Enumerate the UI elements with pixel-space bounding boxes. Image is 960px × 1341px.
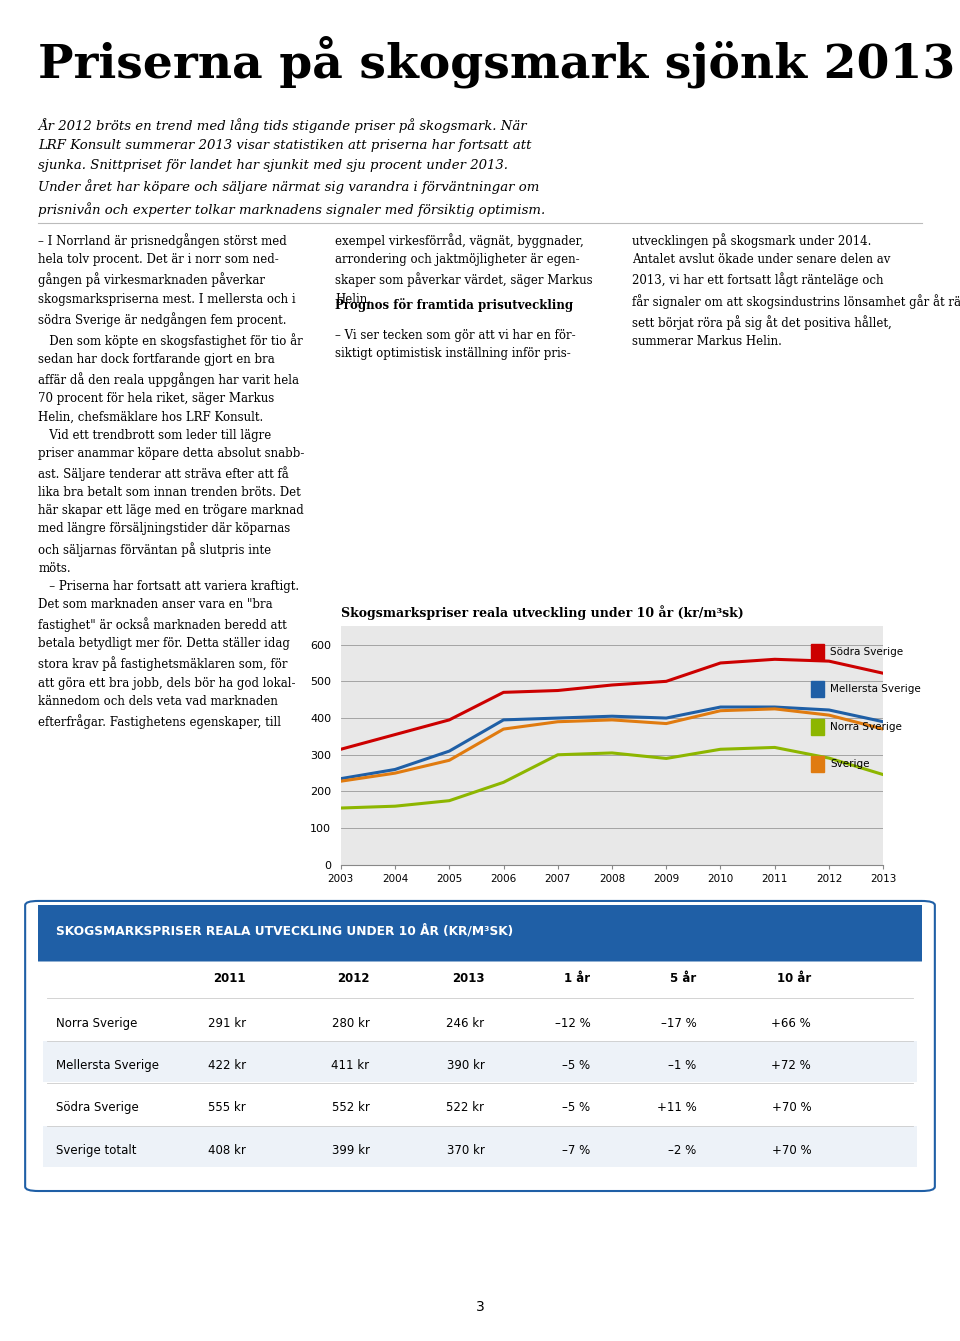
Text: Norra Sverige: Norra Sverige <box>56 1016 137 1030</box>
Text: +66 %: +66 % <box>772 1016 811 1030</box>
Text: – I Norrland är prisnedgången störst med
hela tolv procent. Det är i norr som ne: – I Norrland är prisnedgången störst med… <box>38 233 304 730</box>
Text: –7 %: –7 % <box>563 1144 590 1157</box>
Text: 422 kr: 422 kr <box>207 1059 246 1073</box>
Text: 2012: 2012 <box>337 972 370 984</box>
Text: 1 år: 1 år <box>564 972 590 984</box>
Text: –2 %: –2 % <box>668 1144 696 1157</box>
Text: Priserna på skogsmark sjönk 2013: Priserna på skogsmark sjönk 2013 <box>38 35 955 89</box>
Text: Skogsmarkspriser reala utveckling under 10 år (kr/m³sk): Skogsmarkspriser reala utveckling under … <box>341 605 744 620</box>
Text: 280 kr: 280 kr <box>332 1016 370 1030</box>
Text: +72 %: +72 % <box>772 1059 811 1073</box>
Text: +70 %: +70 % <box>772 1101 811 1114</box>
Text: 10 år: 10 år <box>777 972 811 984</box>
Bar <box>43 1125 917 1167</box>
Text: Mellersta Sverige: Mellersta Sverige <box>830 684 921 695</box>
Text: 411 kr: 411 kr <box>331 1059 370 1073</box>
Text: 2013: 2013 <box>452 972 485 984</box>
Text: 399 kr: 399 kr <box>331 1144 370 1157</box>
Text: 246 kr: 246 kr <box>446 1016 485 1030</box>
Text: Södra Sverige: Södra Sverige <box>56 1101 139 1114</box>
Text: exempel virkesförråd, vägnät, byggnader,
arrondering och jaktmöjligheter är egen: exempel virkesförråd, vägnät, byggnader,… <box>335 233 592 325</box>
Text: +11 %: +11 % <box>657 1101 696 1114</box>
Text: 408 kr: 408 kr <box>208 1144 246 1157</box>
Text: 5 år: 5 år <box>670 972 696 984</box>
Text: 3: 3 <box>475 1301 485 1314</box>
Text: 390 kr: 390 kr <box>446 1059 485 1073</box>
Text: 370 kr: 370 kr <box>446 1144 485 1157</box>
Text: SKOGSMARKSPRISER REALA UTVECKLING UNDER 10 ÅR (KR/M³SK): SKOGSMARKSPRISER REALA UTVECKLING UNDER … <box>56 924 514 937</box>
Text: –5 %: –5 % <box>563 1101 590 1114</box>
Text: –5 %: –5 % <box>563 1059 590 1073</box>
Text: 2011: 2011 <box>213 972 246 984</box>
Text: utvecklingen på skogsmark under 2014.
Antalet avslut ökade under senare delen av: utvecklingen på skogsmark under 2014. An… <box>632 233 960 347</box>
Text: 555 kr: 555 kr <box>208 1101 246 1114</box>
Text: Södra Sverige: Södra Sverige <box>830 646 903 657</box>
Text: 522 kr: 522 kr <box>446 1101 485 1114</box>
FancyBboxPatch shape <box>25 901 935 961</box>
Text: 552 kr: 552 kr <box>332 1101 370 1114</box>
Text: Norra Sverige: Norra Sverige <box>830 721 902 732</box>
Text: –12 %: –12 % <box>555 1016 590 1030</box>
Text: – Vi ser tecken som gör att vi har en för-
siktigt optimistisk inställning inför: – Vi ser tecken som gör att vi har en fö… <box>335 311 576 361</box>
Text: Sverige totalt: Sverige totalt <box>56 1144 136 1157</box>
Text: Sverige: Sverige <box>830 759 870 770</box>
FancyBboxPatch shape <box>25 901 935 1191</box>
Text: –17 %: –17 % <box>660 1016 696 1030</box>
Text: –1 %: –1 % <box>668 1059 696 1073</box>
Text: År 2012 bröts en trend med lång tids stigande priser på skogsmark. När
LRF Konsu: År 2012 bröts en trend med lång tids sti… <box>38 118 545 217</box>
Text: Mellersta Sverige: Mellersta Sverige <box>56 1059 159 1073</box>
Text: 291 kr: 291 kr <box>207 1016 246 1030</box>
Text: Prognos för framtida prisutveckling: Prognos för framtida prisutveckling <box>335 298 573 312</box>
Bar <box>43 1041 917 1082</box>
Text: +70 %: +70 % <box>772 1144 811 1157</box>
